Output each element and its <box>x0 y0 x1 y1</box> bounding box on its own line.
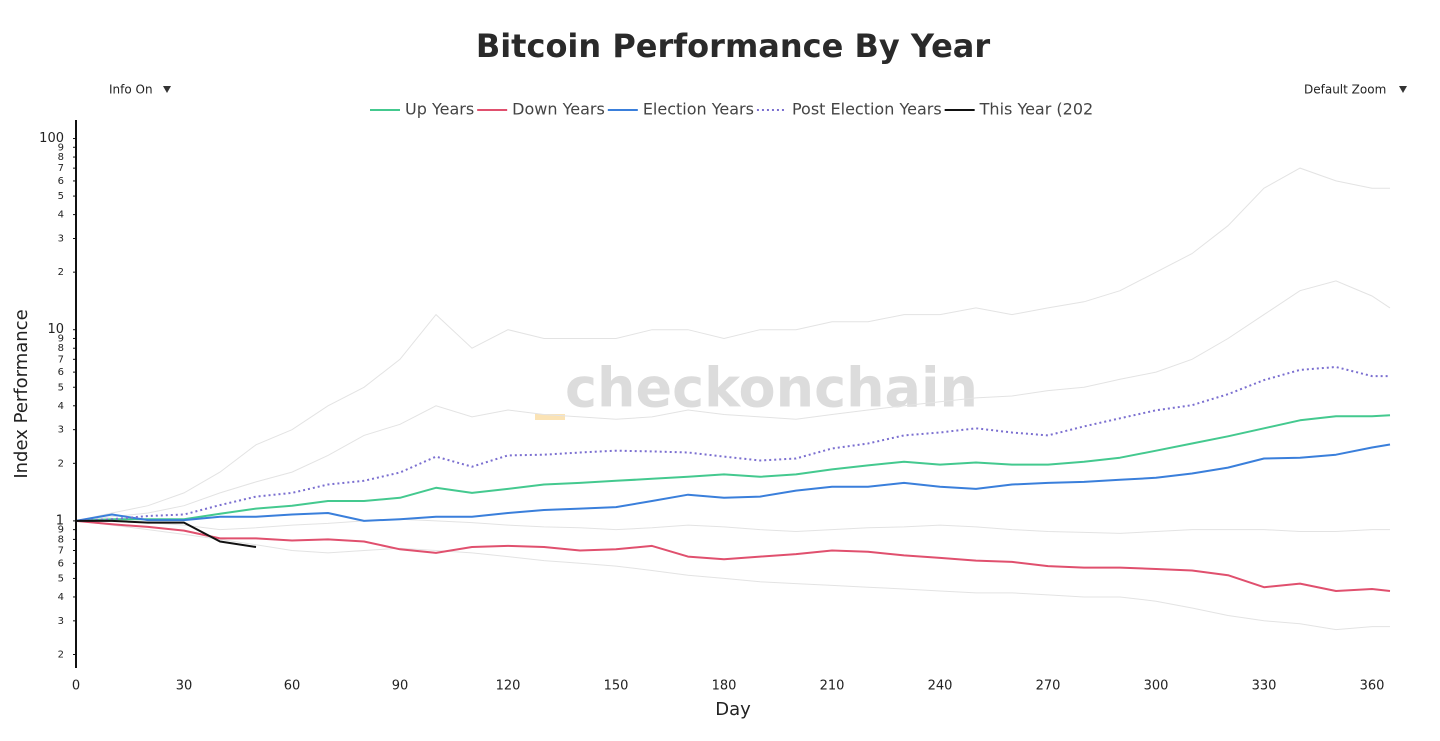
y-tick-label: 6 <box>58 176 64 187</box>
y-tick-label: 4 <box>58 401 64 412</box>
y-tick-label: 4 <box>58 592 64 603</box>
y-tick-label: 2 <box>58 458 64 469</box>
y-tick-label: 8 <box>58 534 64 545</box>
background-lines <box>75 167 1391 631</box>
x-tick-label: 180 <box>712 679 737 694</box>
button-label[interactable]: Info On <box>109 83 153 97</box>
background-line <box>75 520 1390 631</box>
x-tick-label: 30 <box>176 679 193 694</box>
button-box[interactable] <box>97 75 178 105</box>
series-lines <box>75 366 1391 592</box>
series-line <box>76 519 257 548</box>
watermark: checkonchain <box>565 357 978 420</box>
legend-label[interactable]: Election Years <box>643 100 754 119</box>
legend-item[interactable]: Up Years <box>370 100 474 119</box>
zoom-button[interactable]: Default Zoom <box>1291 75 1413 105</box>
y-tick-label: 5 <box>58 573 64 584</box>
x-tick-label: 90 <box>392 679 409 694</box>
series-line <box>75 414 1391 522</box>
y-tick-label: 4 <box>58 210 64 221</box>
legend: Up Years Down Years Election Years Post Ele… <box>370 100 1093 119</box>
series-line <box>75 443 1391 522</box>
chart-title: Bitcoin Performance By Year <box>476 27 991 65</box>
y-tick-label: 10 <box>47 322 64 337</box>
legend-label[interactable]: Up Years <box>405 100 474 119</box>
y-tick-label: 9 <box>58 142 64 153</box>
y-tick-label: 6 <box>58 367 64 378</box>
x-tick-label: 0 <box>72 679 80 694</box>
y-tick-label: 9 <box>58 525 64 536</box>
y-tick-label: 3 <box>58 233 64 244</box>
x-tick-label: 150 <box>604 679 629 694</box>
y-axis-label: Index Performance <box>11 309 32 478</box>
x-tick-label: 210 <box>820 679 845 694</box>
legend-item[interactable]: Down Years <box>477 100 605 119</box>
legend-label[interactable]: This Year (202 <box>979 100 1094 119</box>
button-box[interactable] <box>1291 75 1413 105</box>
x-tick-label: 240 <box>928 679 953 694</box>
dropdown-arrow[interactable] <box>1399 86 1407 93</box>
button-label[interactable]: Default Zoom <box>1304 83 1386 97</box>
dropdown-arrow[interactable] <box>163 86 171 93</box>
legend-item[interactable]: Post Election Years <box>756 100 942 119</box>
background-line <box>76 518 1390 534</box>
y-tick-label: 8 <box>58 343 64 354</box>
x-tick-label: 360 <box>1360 679 1385 694</box>
background-line <box>75 167 1390 522</box>
x-tick-label: 60 <box>284 679 301 694</box>
y-tick-label: 8 <box>58 152 64 163</box>
legend-label[interactable]: Post Election Years <box>792 100 942 119</box>
series-line <box>75 519 1391 592</box>
y-tick-label: 7 <box>58 354 64 365</box>
y-tick-label: 3 <box>58 425 64 436</box>
y-tick-label: 5 <box>58 382 64 393</box>
y-tick-label: 1 <box>56 513 64 528</box>
y-tick-label: 3 <box>58 616 64 627</box>
y-tick-label: 6 <box>58 558 64 569</box>
legend-item[interactable]: Election Years <box>607 100 754 119</box>
watermark-dash <box>535 414 565 420</box>
y-tick-label: 7 <box>58 163 64 174</box>
legend-item[interactable]: This Year (202 <box>944 100 1094 119</box>
legend-label[interactable]: Down Years <box>512 100 605 119</box>
x-tick-label: 120 <box>496 679 521 694</box>
y-tick-label: 7 <box>58 545 64 556</box>
y-tick-label: 2 <box>58 267 64 278</box>
y-tick-label: 5 <box>58 191 64 202</box>
y-tick-label: 2 <box>58 650 64 661</box>
x-tick-label: 330 <box>1252 679 1277 694</box>
x-tick-label: 270 <box>1036 679 1061 694</box>
y-tick-label: 9 <box>58 333 64 344</box>
x-tick-label: 300 <box>1144 679 1169 694</box>
background-line <box>75 280 1391 522</box>
info-button[interactable]: Info On <box>97 75 178 105</box>
x-axis-label: Day <box>715 699 751 720</box>
y-tick-label: 100 <box>39 131 64 146</box>
